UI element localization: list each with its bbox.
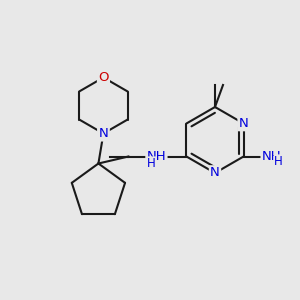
Text: O: O [98, 71, 109, 84]
Text: NH: NH [147, 150, 166, 163]
Text: H: H [274, 155, 283, 168]
Text: N: N [239, 117, 248, 130]
Text: N: N [210, 167, 220, 179]
Text: H: H [147, 157, 156, 170]
Text: N: N [98, 127, 108, 140]
Text: N: N [98, 127, 108, 140]
Text: NH: NH [262, 150, 281, 163]
